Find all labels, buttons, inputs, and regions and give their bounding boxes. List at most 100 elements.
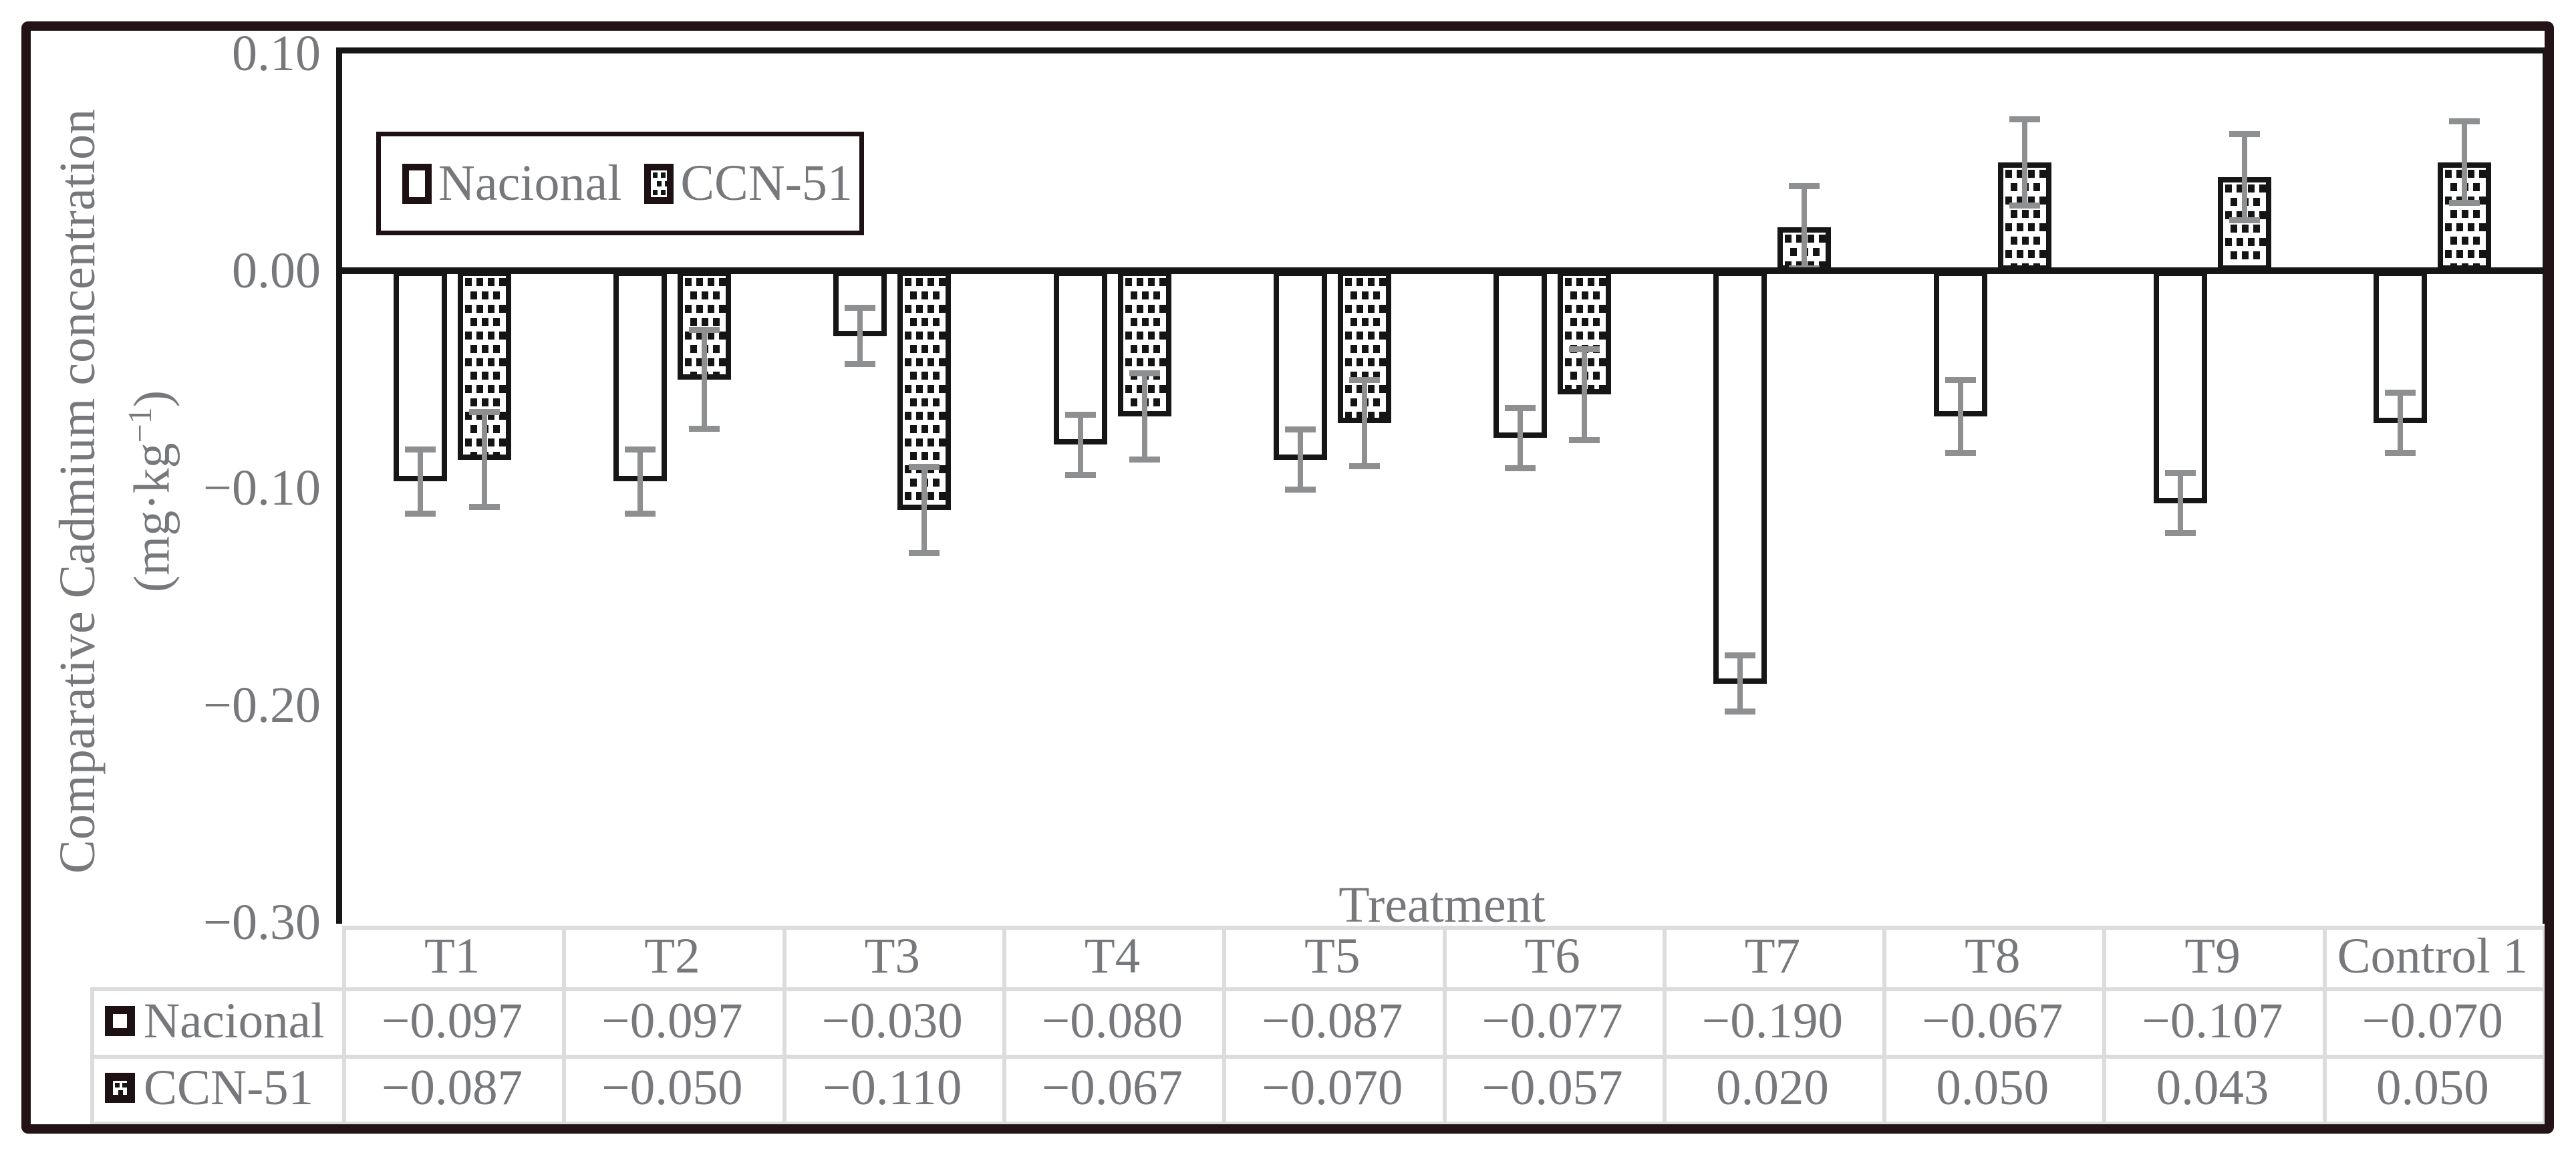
ccn51-series-marker — [644, 163, 674, 204]
table-border-col-6 — [1662, 926, 1667, 1126]
table-header-T4: T4 — [1084, 928, 1141, 984]
ccn51-row-marker — [105, 1073, 135, 1103]
y-axis-title: Comparative Cadmium concentration (mg·kg… — [47, 23, 180, 959]
error-bar-ccn-51-T9-cap-bottom — [2229, 217, 2261, 224]
y-tick-label-−0.20: −0.20 — [203, 677, 321, 733]
error-bar-nacional-T5-cap-bottom — [1284, 487, 1316, 493]
error-bar-nacional-T1-cap-top — [404, 446, 436, 453]
error-bar-ccn-51-T3-cap-top — [909, 463, 940, 470]
error-bar-nacional-T9 — [2178, 473, 2184, 534]
error-bar-nacional-T3 — [857, 307, 863, 364]
legend-label-ccn51: CCN-51 — [680, 155, 853, 211]
table-border-label-left — [90, 987, 94, 1126]
table-cell-CCN-51-T5: −0.070 — [1262, 1060, 1403, 1116]
table-border-col-4 — [1222, 926, 1227, 1126]
error-bar-nacional-T5-cap-top — [1284, 426, 1316, 433]
table-cell-CCN-51-T9: 0.043 — [2156, 1060, 2269, 1116]
error-bar-nacional-T4-cap-bottom — [1064, 471, 1096, 478]
error-bar-ccn-51-T4-cap-top — [1129, 370, 1160, 376]
y-axis-title-units: (mg·kg−1) — [121, 390, 180, 593]
y-tick-label-−0.10: −0.10 — [203, 460, 321, 516]
table-border-col-7 — [1882, 926, 1887, 1126]
table-header-T3: T3 — [864, 928, 920, 984]
table-cell-CCN-51-T6: −0.057 — [1481, 1060, 1623, 1116]
error-bar-nacional-T1 — [417, 448, 423, 514]
table-cell-CCN-51-T8: 0.050 — [1936, 1060, 2049, 1116]
error-bar-nacional-T2-cap-top — [624, 446, 656, 453]
table-cell-Nacional-T9: −0.107 — [2142, 993, 2283, 1049]
bar-ccn-51-T3 — [897, 271, 952, 510]
table-header-T5: T5 — [1304, 928, 1361, 984]
error-bar-nacional-T7-cap-bottom — [1725, 708, 1756, 715]
error-bar-ccn-51-T6 — [1582, 349, 1588, 440]
error-bar-nacional-Control 1-cap-top — [2385, 390, 2416, 396]
table-header-Control 1: Control 1 — [2337, 928, 2529, 984]
table-cell-CCN-51-T4: −0.067 — [1042, 1060, 1183, 1116]
table-cell-CCN-51-T2: −0.050 — [601, 1060, 743, 1116]
legend-item-ccn51: CCN-51 — [644, 154, 853, 213]
table-cell-Nacional-T6: −0.077 — [1481, 993, 1623, 1049]
error-bar-nacional-T8 — [1957, 379, 1963, 453]
table-cell-CCN-51-T3: −0.110 — [823, 1060, 962, 1116]
error-bar-ccn-51-T5-cap-top — [1348, 376, 1380, 383]
table-header-T1: T1 — [424, 928, 480, 984]
table-cell-Nacional-T8: −0.067 — [1922, 993, 2063, 1049]
error-bar-nacional-T9-cap-bottom — [2165, 530, 2196, 537]
table-border-header-bottom — [90, 987, 2547, 991]
bar-ccn-51-T2 — [677, 271, 731, 380]
y-axis-title-line1: Comparative Cadmium concentration — [49, 109, 106, 874]
error-bar-ccn-51-T9 — [2242, 134, 2248, 221]
table-border-col-9 — [2322, 926, 2327, 1126]
error-bar-nacional-T4-cap-top — [1064, 411, 1096, 418]
error-bar-ccn-51-T7-cap-top — [1789, 183, 1820, 190]
table-header-T6: T6 — [1524, 928, 1580, 984]
table-border-row-divider — [90, 1055, 2547, 1059]
error-bar-ccn-51-T8-cap-top — [2009, 116, 2040, 122]
error-bar-nacional-T7 — [1737, 655, 1743, 712]
y-axis-line — [336, 47, 342, 924]
error-bar-ccn-51-T2-cap-top — [688, 326, 720, 333]
table-cell-Nacional-T3: −0.030 — [821, 993, 963, 1049]
table-cell-Nacional-T5: −0.087 — [1262, 993, 1403, 1049]
table-cell-CCN-51-Control 1: 0.050 — [2376, 1060, 2489, 1116]
error-bar-nacional-T7-cap-top — [1725, 652, 1756, 659]
error-bar-nacional-T2-cap-bottom — [624, 511, 656, 517]
table-border-col-2 — [782, 926, 786, 1126]
error-bar-nacional-T1-cap-bottom — [404, 511, 436, 517]
legend-label-nacional: Nacional — [438, 155, 622, 211]
table-border-bottom — [90, 1122, 2547, 1126]
error-bar-ccn-51-T6-cap-bottom — [1569, 436, 1600, 443]
nacional-row-marker — [105, 1005, 135, 1036]
table-cell-Nacional-T1: −0.097 — [382, 993, 523, 1049]
table-border-col-3 — [1002, 926, 1006, 1126]
error-bar-ccn-51-Control 1-cap-top — [2449, 118, 2480, 124]
bar-nacional-T7 — [1713, 271, 1767, 684]
error-bar-nacional-T3-cap-bottom — [845, 360, 876, 367]
error-bar-nacional-Control 1 — [2398, 392, 2404, 453]
error-bar-ccn-51-T8 — [2021, 118, 2027, 206]
table-cell-Nacional-Control 1: −0.070 — [2362, 993, 2503, 1049]
error-bar-nacional-T4 — [1077, 414, 1083, 475]
error-bar-ccn-51-T7 — [1802, 186, 1808, 269]
error-bar-ccn-51-T1-cap-bottom — [468, 504, 500, 511]
error-bar-ccn-51-T1-cap-top — [468, 409, 500, 416]
error-bar-ccn-51-Control 1-cap-bottom — [2449, 200, 2480, 207]
plot-top-border — [336, 47, 2549, 53]
error-bar-nacional-Control 1-cap-bottom — [2385, 450, 2416, 456]
table-cell-Nacional-T7: −0.190 — [1701, 993, 1843, 1049]
table-header-T7: T7 — [1744, 928, 1801, 984]
error-bar-ccn-51-T6-cap-top — [1569, 346, 1600, 352]
error-bar-ccn-51-T3-cap-bottom — [909, 549, 940, 556]
table-row-label-CCN-51: CCN-51 — [144, 1060, 314, 1116]
error-bar-nacional-T6 — [1518, 407, 1524, 469]
error-bar-ccn-51-T2 — [701, 329, 707, 430]
table-border-col-5 — [1442, 926, 1447, 1126]
y-tick-label-−0.30: −0.30 — [203, 894, 321, 950]
table-border-col-0 — [342, 926, 346, 1126]
table-border-col-10 — [2543, 926, 2547, 1126]
table-header-T2: T2 — [644, 928, 700, 984]
error-bar-nacional-T6-cap-top — [1505, 404, 1536, 411]
